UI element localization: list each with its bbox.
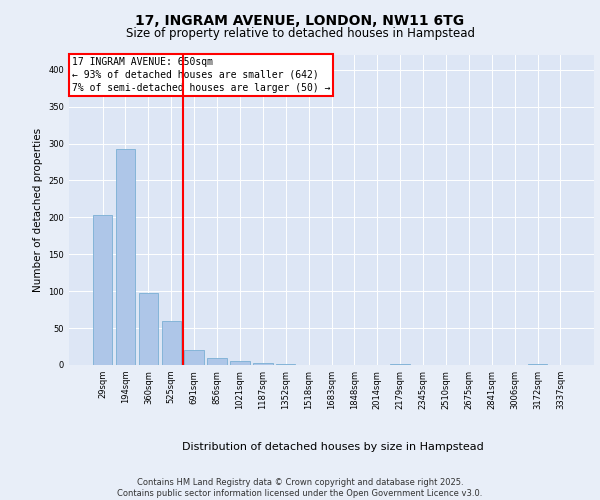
- Bar: [230, 362, 250, 365]
- Text: Contains HM Land Registry data © Crown copyright and database right 2025.
Contai: Contains HM Land Registry data © Crown c…: [118, 478, 482, 498]
- Text: 17, INGRAM AVENUE, LONDON, NW11 6TG: 17, INGRAM AVENUE, LONDON, NW11 6TG: [136, 14, 464, 28]
- Text: Size of property relative to detached houses in Hampstead: Size of property relative to detached ho…: [125, 28, 475, 40]
- Bar: [276, 364, 295, 365]
- Bar: [253, 363, 272, 365]
- Bar: [139, 294, 158, 365]
- Bar: [161, 320, 181, 365]
- Text: 17 INGRAM AVENUE: 650sqm
← 93% of detached houses are smaller (642)
7% of semi-d: 17 INGRAM AVENUE: 650sqm ← 93% of detach…: [71, 56, 330, 93]
- Bar: [528, 364, 547, 365]
- Y-axis label: Number of detached properties: Number of detached properties: [33, 128, 43, 292]
- Bar: [93, 215, 112, 365]
- Bar: [208, 358, 227, 365]
- Bar: [391, 364, 410, 365]
- Bar: [184, 350, 204, 365]
- Text: Distribution of detached houses by size in Hampstead: Distribution of detached houses by size …: [182, 442, 484, 452]
- Bar: [116, 148, 135, 365]
